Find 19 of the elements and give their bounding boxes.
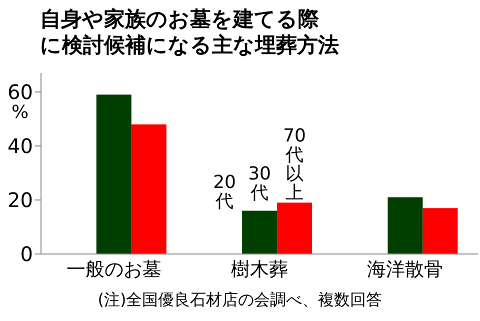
y-axis-title: % — [11, 102, 29, 123]
x-tick-label: 海洋散骨 — [367, 258, 444, 280]
y-tick-label: 0 — [20, 242, 33, 266]
bar — [131, 124, 166, 254]
bar — [242, 210, 278, 254]
series-label: 70代以上 — [283, 126, 306, 204]
x-tick-label: 樹木葬 — [231, 258, 288, 280]
bar — [388, 197, 423, 254]
bar — [96, 94, 132, 254]
bar — [277, 202, 312, 254]
x-tick-label: 一般のお墓 — [66, 258, 162, 280]
bar — [422, 208, 458, 254]
legend-label: 20代 — [213, 172, 236, 212]
y-tick-label: 40 — [8, 134, 33, 158]
series-label: 30代 — [248, 164, 272, 204]
y-tick-label: 20 — [8, 188, 33, 212]
chart-title: 自身や家族のお墓を建てる際に検討候補になる主な埋葬方法 — [40, 6, 340, 58]
text: (注)全国優良石材店の会調べ、複数回答 — [96, 290, 384, 311]
y-tick-label: 60 — [8, 80, 33, 104]
